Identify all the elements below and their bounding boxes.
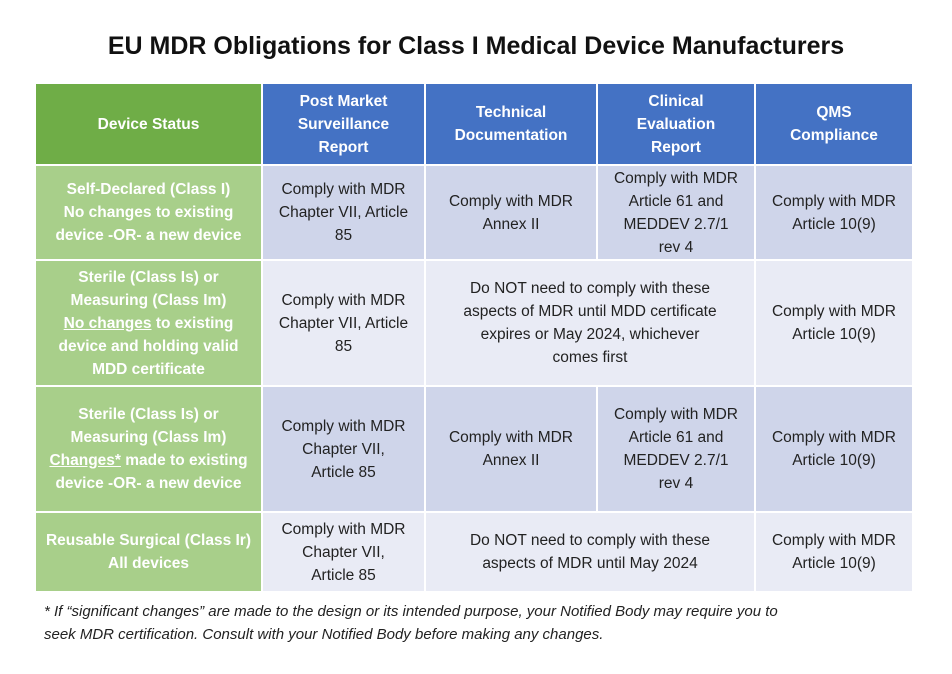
cell-line: Chapter VII, — [302, 543, 385, 561]
cell-line: Article 10(9) — [792, 452, 876, 469]
header-line: Documentation — [454, 127, 568, 144]
footnote: * If “significant changes” are made to t… — [44, 600, 914, 646]
cell-line: Article 61 and — [628, 429, 724, 446]
cell-line: Comply with MDR — [281, 181, 406, 198]
cell-line: Chapter VII, Article — [278, 204, 409, 221]
cell-line: Comply with MDR — [771, 192, 896, 210]
cell-line: Article 85 — [311, 566, 376, 584]
pms-cell: Comply with MDR Chapter VII, Article 85 — [261, 259, 426, 387]
pms-cell: Comply with MDR Chapter VII, Article 85 — [261, 385, 426, 513]
cell-line: Comply with MDR — [281, 291, 406, 309]
cell-line: expires or May 2024, whichever — [480, 326, 700, 343]
status-underlined: Changes* — [49, 452, 121, 469]
cell-line: Comply with MDR — [771, 532, 896, 549]
status-line: to existing — [151, 314, 234, 332]
cell-line: 85 — [334, 337, 353, 355]
qms-cell: Comply with MDR Article 10(9) — [754, 259, 914, 387]
obligations-table: Device Status Post Market Surveillance R… — [34, 82, 914, 593]
header-line: Technical — [475, 104, 547, 121]
pms-cell: Comply with MDR Chapter VII, Article 85 — [261, 164, 426, 261]
header-line: Report — [651, 138, 701, 156]
status-line: Sterile (Class Is) or — [78, 268, 219, 286]
cell-line: Comply with MDR — [771, 429, 896, 446]
status-line: MDD certificate — [92, 360, 205, 378]
status-line: device -OR- a new device — [55, 227, 242, 244]
header-row: Device Status Post Market Surveillance R… — [34, 82, 914, 166]
cell-line: Comply with MDR — [613, 406, 738, 423]
cell-line: 85 — [334, 227, 353, 244]
clinical-cell: Comply with MDR Article 61 and MEDDEV 2.… — [596, 164, 756, 261]
status-underlined: No changes — [63, 314, 152, 332]
cell-line: aspects of MDR until MDD certificate — [463, 303, 717, 320]
cell-line: MEDDEV 2.7/1 — [623, 215, 729, 233]
cell-line: Do NOT need to comply with these — [469, 280, 711, 297]
qms-cell: Comply with MDR Article 10(9) — [754, 164, 914, 261]
header-line: Post Market — [299, 92, 388, 110]
cell-line: Do NOT need to comply with these — [469, 532, 711, 549]
cell-line: Article 10(9) — [792, 555, 876, 572]
status-line: Sterile (Class Is) or — [78, 406, 219, 423]
cell-line: Comply with MDR — [771, 303, 896, 320]
cell-line: Chapter VII, Article — [278, 314, 409, 332]
header-line: Surveillance — [297, 115, 390, 133]
pms-cell: Comply with MDR Chapter VII, Article 85 — [261, 511, 426, 593]
header-technical-documentation: Technical Documentation — [424, 82, 598, 166]
cell-line: Comply with MDR — [448, 192, 573, 210]
header-pms-report: Post Market Surveillance Report — [261, 82, 426, 166]
status-line: Measuring (Class Im) — [70, 291, 227, 309]
merged-exemption-cell: Do NOT need to comply with these aspects… — [424, 511, 756, 593]
header-line: Compliance — [790, 127, 878, 144]
cell-line: Comply with MDR — [281, 417, 406, 435]
clinical-cell: Comply with MDR Article 61 and MEDDEV 2.… — [596, 385, 756, 513]
footnote-line: seek MDR certification. Consult with you… — [44, 626, 604, 643]
status-line: Reusable Surgical (Class Ir) — [45, 532, 252, 549]
tech-cell: Comply with MDR Annex II — [424, 385, 598, 513]
status-line: device -OR- a new device — [55, 475, 242, 492]
table-row: Self-Declared (Class I) No changes to ex… — [34, 164, 914, 261]
header-line: Report — [318, 138, 369, 156]
page-title: EU MDR Obligations for Class I Medical D… — [107, 32, 845, 60]
status-cell: Sterile (Class Is) or Measuring (Class I… — [34, 385, 263, 513]
cell-line: Comply with MDR — [613, 169, 738, 187]
cell-line: MEDDEV 2.7/1 — [623, 452, 729, 469]
tech-cell: Comply with MDR Annex II — [424, 164, 598, 261]
status-cell: Sterile (Class Is) or Measuring (Class I… — [34, 259, 263, 387]
status-cell: Reusable Surgical (Class Ir) All devices — [34, 511, 263, 593]
cell-line: Article 10(9) — [792, 215, 876, 233]
cell-line: Chapter VII, — [302, 440, 385, 458]
status-line: No changes to existing — [63, 204, 234, 221]
status-line: Measuring (Class Im) — [70, 429, 227, 446]
cell-line: Comply with MDR — [448, 429, 573, 446]
status-line: made to existing — [120, 452, 248, 469]
table-row: Sterile (Class Is) or Measuring (Class I… — [34, 259, 914, 387]
cell-line: Annex II — [482, 452, 540, 469]
footnote-line: * If “significant changes” are made to t… — [44, 603, 778, 620]
cell-line: Comply with MDR — [281, 520, 406, 538]
cell-line: aspects of MDR until May 2024 — [482, 555, 698, 572]
merged-exemption-cell: Do NOT need to comply with these aspects… — [424, 259, 756, 387]
header-qms-compliance: QMS Compliance — [754, 82, 914, 166]
status-line: Self-Declared (Class I) — [66, 181, 231, 198]
header-clinical-evaluation: Clinical Evaluation Report — [596, 82, 756, 166]
cell-line: Article 61 and — [628, 192, 724, 210]
qms-cell: Comply with MDR Article 10(9) — [754, 511, 914, 593]
header-line: QMS — [816, 104, 852, 121]
cell-line: Article 85 — [311, 463, 376, 481]
cell-line: rev 4 — [658, 238, 694, 256]
header-device-status: Device Status — [34, 82, 263, 166]
cell-line: comes first — [552, 349, 628, 366]
cell-line: Article 10(9) — [792, 326, 876, 343]
cell-line: Annex II — [482, 215, 540, 233]
table-row: Sterile (Class Is) or Measuring (Class I… — [34, 385, 914, 513]
status-cell: Self-Declared (Class I) No changes to ex… — [34, 164, 263, 261]
status-line: device and holding valid — [58, 337, 239, 355]
status-line: All devices — [108, 555, 189, 572]
header-line: Clinical — [648, 92, 704, 110]
cell-line: rev 4 — [658, 475, 694, 492]
qms-cell: Comply with MDR Article 10(9) — [754, 385, 914, 513]
table-row: Reusable Surgical (Class Ir) All devices… — [34, 511, 914, 593]
header-line: Evaluation — [636, 115, 716, 133]
